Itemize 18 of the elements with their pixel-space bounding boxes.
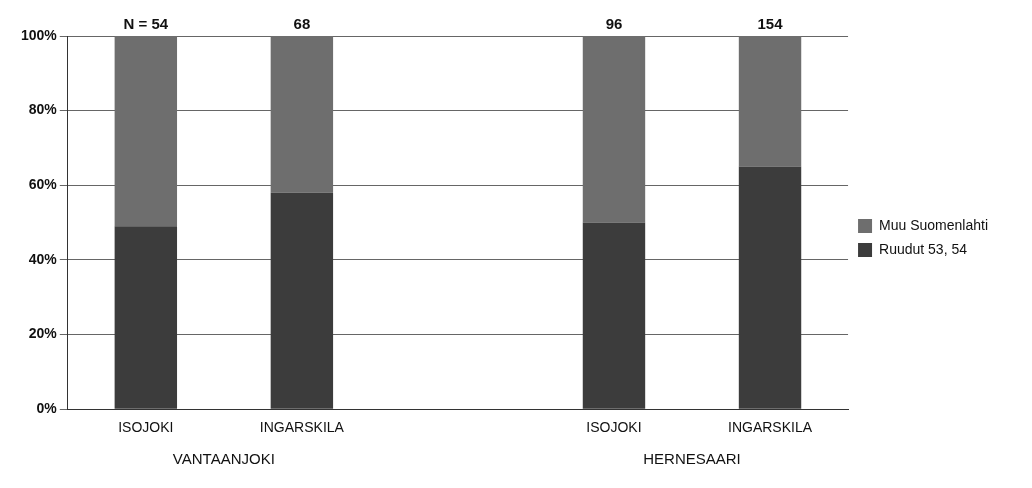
y-tick-label: 20%: [28, 325, 58, 342]
text: VANTAANJOKI: [172, 449, 275, 467]
x-tick-label: ISOJOKI: [586, 419, 642, 436]
text: 96: [605, 14, 623, 32]
legend-label: Ruudut 53, 54: [879, 240, 968, 257]
legend-label: Muu Suomenlahti: [879, 216, 988, 233]
text: HERNESAARI: [643, 449, 741, 467]
y-tick-label: 40%: [28, 250, 58, 267]
text: 154: [757, 14, 784, 32]
y-tick-label: 100%: [20, 26, 58, 43]
y-tick-label: 0%: [36, 400, 58, 417]
y-tick-label: 80%: [28, 101, 58, 118]
x-tick-label: ISOJOKI: [118, 419, 174, 436]
y-tick-label: 60%: [28, 176, 58, 193]
text: 68: [293, 14, 311, 32]
x-tick-label: INGARSKILA: [728, 419, 813, 436]
text: N = 54: [123, 14, 169, 32]
x-tick-label: INGARSKILA: [259, 419, 345, 436]
